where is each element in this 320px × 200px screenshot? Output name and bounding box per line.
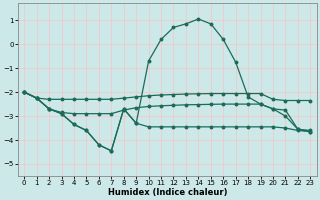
X-axis label: Humidex (Indice chaleur): Humidex (Indice chaleur) [108,188,227,197]
